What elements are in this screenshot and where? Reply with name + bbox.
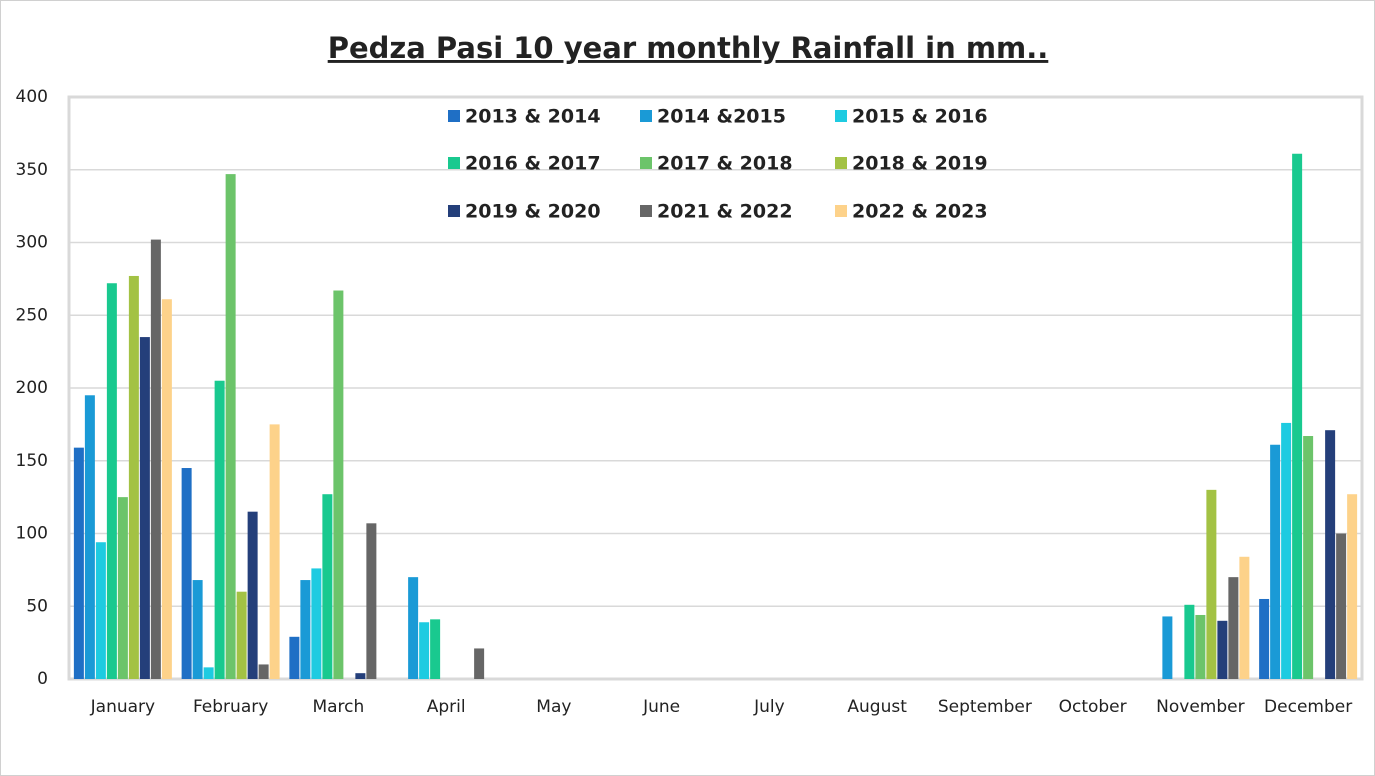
x-tick-label: January [90, 697, 155, 717]
legend-label: 2021 & 2022 [657, 201, 793, 223]
bar [73, 447, 84, 679]
bar [300, 580, 311, 679]
bar [322, 494, 333, 679]
bar [161, 299, 172, 679]
legend-label: 2018 & 2019 [852, 153, 988, 175]
x-tick-label: March [312, 697, 364, 717]
bar [258, 664, 269, 679]
x-tick-label: June [642, 697, 680, 717]
y-tick-label: 250 [16, 305, 48, 325]
bar [1336, 533, 1347, 679]
legend-swatch [835, 157, 847, 169]
bar [474, 648, 485, 679]
legend-swatch [448, 157, 460, 169]
bar [1239, 556, 1250, 679]
y-tick-label: 100 [16, 524, 48, 544]
x-tick-label: December [1264, 697, 1352, 717]
bar [139, 337, 150, 679]
y-tick-label: 200 [16, 378, 48, 398]
legend-swatch [835, 110, 847, 122]
bar [1281, 422, 1292, 679]
legend-swatch [640, 110, 652, 122]
bar [1206, 489, 1217, 679]
bar [181, 468, 192, 679]
bar [430, 619, 441, 679]
bar [1184, 604, 1195, 679]
legend-label: 2017 & 2018 [657, 153, 793, 175]
bar [419, 622, 430, 679]
y-tick-label: 350 [16, 160, 48, 180]
y-tick-label: 0 [37, 669, 48, 689]
plot-border [67, 95, 1364, 681]
bar [1292, 153, 1303, 679]
bar [1270, 444, 1281, 679]
bar [1228, 577, 1239, 679]
x-tick-label: May [536, 697, 571, 717]
bar [408, 577, 419, 679]
legend-swatch [448, 205, 460, 217]
legend-label: 2022 & 2023 [852, 201, 988, 223]
x-tick-label: August [847, 697, 907, 717]
x-tick-label: July [753, 697, 785, 717]
bar [150, 239, 161, 679]
x-tick-label: September [938, 697, 1032, 717]
bar [192, 580, 203, 679]
bar [1325, 430, 1336, 679]
bar [1303, 436, 1314, 679]
y-tick-label: 400 [16, 87, 48, 107]
y-tick-label: 300 [16, 233, 48, 253]
bar [247, 511, 258, 679]
bar [117, 497, 128, 679]
legend-label: 2015 & 2016 [852, 106, 988, 128]
bar [1347, 494, 1358, 679]
bar [1217, 620, 1228, 679]
bar [236, 591, 247, 679]
bar [203, 667, 214, 679]
legend-label: 2014 &2015 [657, 106, 786, 128]
legend-swatch [640, 157, 652, 169]
bar [84, 395, 95, 679]
legend-label: 2013 & 2014 [465, 106, 601, 128]
bar [269, 424, 280, 679]
chart-title: Pedza Pasi 10 year monthly Rainfall in m… [328, 31, 1049, 65]
bar [1162, 616, 1173, 679]
x-tick-label: April [427, 697, 466, 717]
y-tick-label: 150 [16, 451, 48, 471]
bar [225, 174, 236, 680]
legend-label: 2019 & 2020 [465, 201, 601, 223]
legend-swatch [448, 110, 460, 122]
bar [311, 568, 322, 679]
bar [95, 542, 106, 679]
bar [128, 275, 139, 679]
y-tick-label: 50 [26, 596, 48, 616]
bar [106, 283, 117, 679]
legend-swatch [835, 205, 847, 217]
x-tick-label: November [1156, 697, 1244, 717]
bar [355, 673, 366, 679]
bar [1259, 598, 1270, 679]
bar [289, 636, 300, 679]
bar [1195, 614, 1206, 679]
legend-label: 2016 & 2017 [465, 153, 601, 175]
legend-swatch [640, 205, 652, 217]
bar [333, 290, 344, 679]
x-tick-label: February [193, 697, 268, 717]
bar [366, 523, 377, 679]
x-tick-label: October [1059, 697, 1127, 717]
bar [214, 380, 225, 679]
